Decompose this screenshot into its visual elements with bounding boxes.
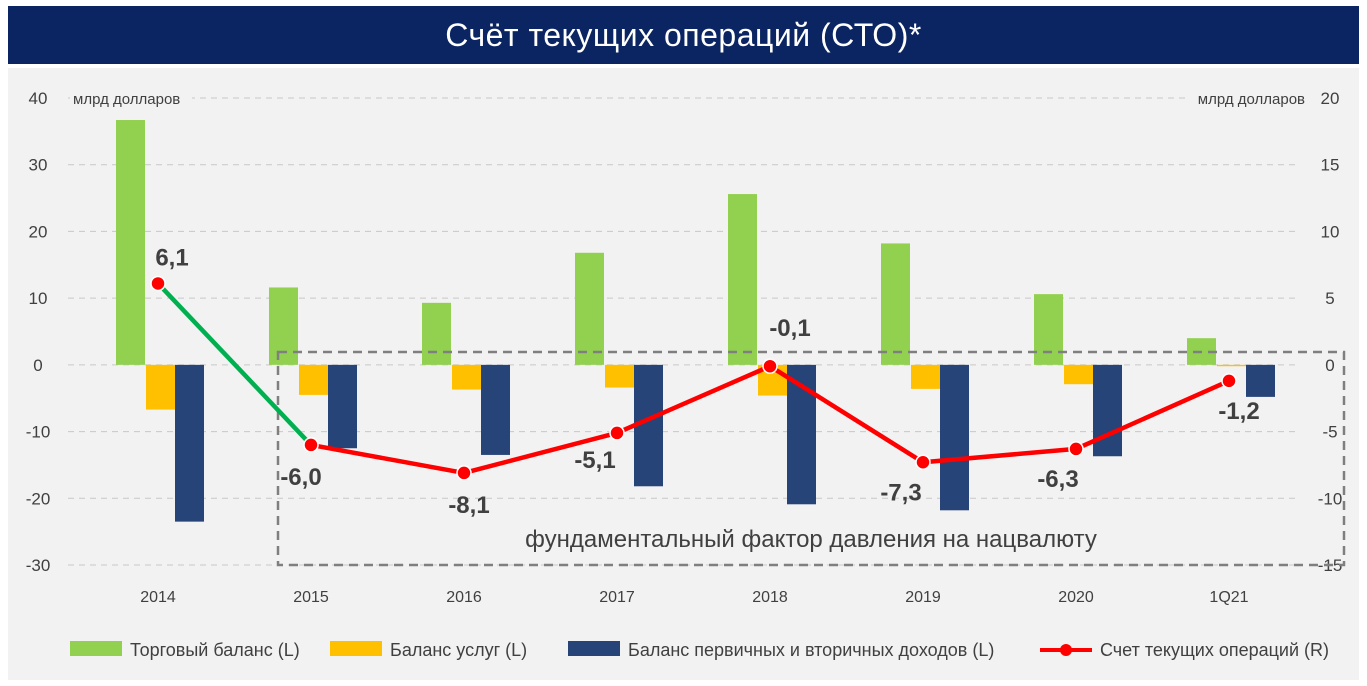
right-tick-label: 15: [1321, 156, 1340, 175]
left-tick-label: 10: [29, 289, 48, 308]
line-data-label: -0,1: [769, 315, 810, 342]
line-segment-first: [156, 281, 313, 447]
right-unit-bg: [1186, 86, 1308, 108]
line-data-label: -6,3: [1037, 466, 1078, 493]
left-tick-label: 20: [29, 222, 48, 241]
bar-1: [575, 252, 604, 365]
left-tick-label: 40: [29, 89, 48, 108]
left-tick-label: 0: [33, 356, 42, 375]
bar-1: [422, 302, 451, 365]
legend-label: Торговый баланс (L): [130, 640, 300, 660]
bar-3: [940, 364, 969, 511]
right-tick-label: 0: [1325, 356, 1334, 375]
x-tick-label: 2018: [752, 589, 788, 606]
line-point: [1221, 373, 1237, 389]
bar-2: [146, 364, 175, 410]
line-point: [456, 465, 472, 481]
line-point: [303, 437, 319, 453]
bar-2: [911, 364, 940, 389]
line-point: [1068, 441, 1084, 457]
bar-3: [175, 364, 204, 522]
line-data-label: 6,1: [155, 244, 188, 271]
line-data-label: -6,0: [280, 464, 321, 491]
line-data-label: -5,1: [574, 447, 615, 474]
x-tick-label: 1Q21: [1209, 589, 1248, 606]
left-tick-label: -30: [26, 556, 51, 575]
right-axis-unit-label: млрд долларов: [1198, 91, 1305, 108]
x-tick-label: 2017: [599, 589, 635, 606]
bar-1: [1034, 294, 1063, 365]
left-axis-unit-label: млрд долларов: [73, 91, 180, 108]
x-tick-label: 2016: [446, 589, 482, 606]
left-tick-label: -20: [26, 489, 51, 508]
bar-2: [605, 364, 634, 388]
line-data-label: -1,2: [1218, 398, 1259, 425]
bar-2: [1217, 364, 1246, 367]
legend-label: Баланс услуг (L): [390, 640, 527, 660]
right-tick-label: 20: [1321, 89, 1340, 108]
annotation-label: фундаментальный фактор давления на нацва…: [525, 526, 1097, 553]
left-tick-label: -10: [26, 423, 51, 442]
legend-label: Баланс первичных и вторичных доходов (L): [628, 640, 994, 660]
line-data-label: -8,1: [448, 492, 489, 519]
chart-area: 40 30 20 10 0 -10 -20 -30 20 15 10 5 0 -5 -10 -15 млрд д…: [8, 68, 1359, 680]
legend-swatch: [568, 641, 620, 656]
bar-3: [481, 364, 510, 455]
chart-title: Счёт текущих операций (СТО)*: [445, 16, 922, 53]
bar-2: [452, 364, 481, 390]
right-tick-label: -10: [1318, 489, 1343, 508]
bar-1: [728, 194, 757, 365]
legend-marker: [1060, 644, 1072, 656]
legend-label: Счет текущих операций (R): [1100, 640, 1329, 660]
line-point: [150, 275, 166, 292]
bar-2: [299, 364, 328, 395]
bar-3: [1246, 364, 1275, 397]
x-tick-label: 2019: [905, 589, 941, 606]
legend-swatch: [70, 641, 122, 656]
line-point: [915, 454, 931, 471]
x-tick-label: 2014: [140, 589, 176, 606]
x-tick-label: 2015: [293, 589, 329, 606]
bar-1: [116, 120, 145, 365]
x-tick-label: 2020: [1058, 589, 1094, 606]
bar-2: [1064, 364, 1093, 385]
left-tick-label: 30: [29, 156, 48, 175]
title-bar: Счёт текущих операций (СТО)*: [8, 6, 1359, 64]
line-point: [609, 425, 625, 441]
line-point: [762, 358, 778, 374]
right-tick-label: 10: [1321, 222, 1340, 241]
bar-3: [1093, 364, 1122, 457]
right-tick-label: -5: [1322, 423, 1337, 442]
line-data-label: -7,3: [880, 479, 921, 506]
bar-1: [881, 243, 910, 365]
left-unit-bg: [70, 86, 192, 108]
right-tick-label: 5: [1325, 289, 1334, 308]
legend-swatch: [330, 641, 382, 656]
annotation-box: [276, 350, 1346, 567]
bar-3: [328, 364, 357, 449]
